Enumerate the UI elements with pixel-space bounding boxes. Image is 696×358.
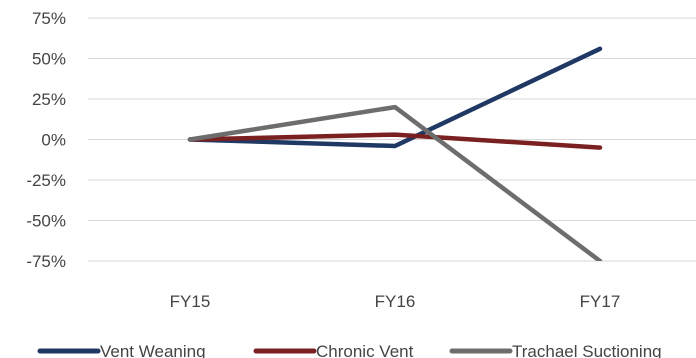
y-tick-label: 25%: [32, 90, 66, 109]
y-tick-label: 0%: [41, 131, 66, 150]
y-tick-label: -25%: [26, 171, 66, 190]
series-line-vent-weaning: [187, 46, 603, 149]
series-lines: [187, 46, 603, 261]
legend-label: Trachael Suctioning: [512, 342, 662, 358]
gridlines: [88, 17, 696, 262]
y-tick-label: 50%: [32, 50, 66, 69]
legend-label: Vent Weaning: [100, 342, 206, 358]
y-tick-label: -75%: [26, 252, 66, 271]
legend: Vent Weaning Chronic Vent Trachael Suction…: [37, 342, 662, 358]
x-axis-tick-labels: FY15 FY16 FY17: [170, 292, 621, 311]
y-tick-label: 75%: [32, 9, 66, 28]
x-tick-label: FY16: [375, 292, 416, 311]
y-axis-tick-labels: 75% 50% 25% 0% -25% -50% -75%: [26, 9, 66, 271]
legend-label: Chronic Vent: [316, 342, 414, 358]
x-tick-label: FY15: [170, 292, 211, 311]
series-line-trachael-suctioning: [187, 104, 603, 261]
series-line-chronic-vent: [187, 132, 603, 150]
x-tick-label: FY17: [580, 292, 621, 311]
y-tick-label: -50%: [26, 212, 66, 231]
